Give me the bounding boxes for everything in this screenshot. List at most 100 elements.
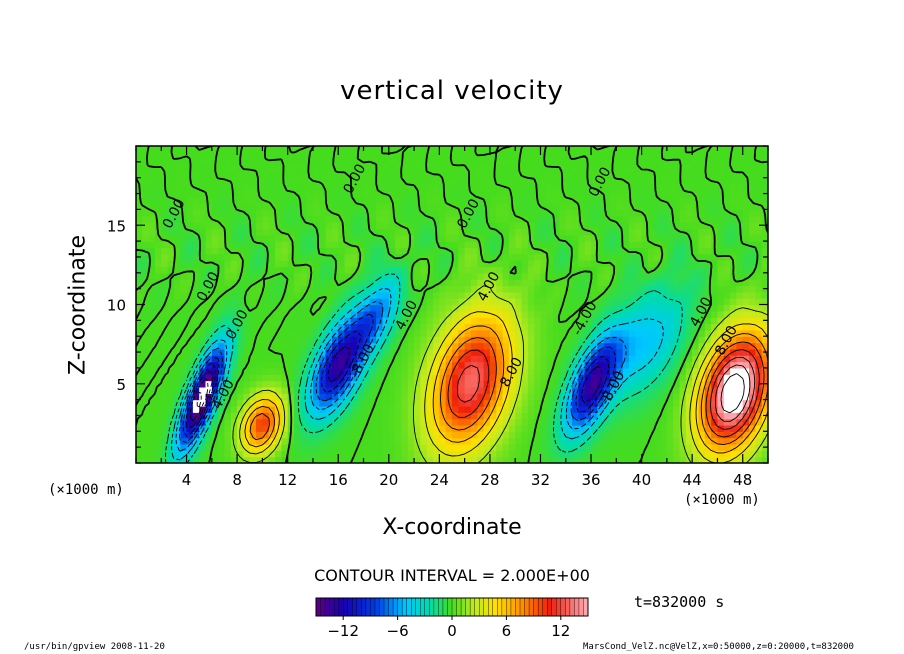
field-cell [470, 203, 478, 210]
field-cell [654, 310, 662, 318]
field-cell [294, 450, 301, 458]
field-cell [660, 234, 668, 242]
field-cell [591, 285, 598, 293]
field-cell [749, 310, 756, 318]
field-cell [148, 241, 156, 249]
field-cell [249, 393, 257, 401]
field-cell [407, 310, 415, 318]
field-cell [470, 310, 478, 318]
field-cell [742, 190, 750, 198]
field-cell [230, 323, 238, 331]
field-cell [325, 355, 333, 363]
field-cell [591, 443, 598, 451]
field-cell [205, 279, 213, 287]
field-cell [388, 386, 396, 394]
field-cell [376, 215, 384, 223]
field-cell [325, 228, 333, 236]
field-cell [597, 443, 605, 451]
field-cell [489, 285, 497, 293]
field-cell [534, 380, 542, 388]
field-cell [730, 171, 737, 179]
field-cell [521, 323, 529, 331]
field-cell [414, 450, 421, 458]
field-cell [433, 399, 440, 407]
field-cell [464, 165, 472, 172]
field-cell [445, 184, 453, 191]
field-cell [439, 298, 447, 306]
field-cell [167, 190, 175, 198]
field-cell [275, 209, 282, 217]
field-cell [262, 393, 270, 401]
field-cell [388, 203, 396, 210]
field-cell [331, 336, 339, 344]
field-cell [723, 336, 731, 344]
field-cell [275, 412, 282, 420]
field-cell [319, 317, 327, 325]
field-cell [761, 234, 768, 242]
field-cell [452, 285, 459, 293]
field-cell [281, 405, 289, 413]
field-cell [331, 298, 339, 306]
field-cell [717, 291, 725, 299]
field-cell [622, 241, 630, 249]
field-cell [527, 203, 535, 210]
field-cell [647, 361, 655, 369]
field-cell [344, 405, 352, 413]
field-cell [508, 222, 516, 230]
field-cell [628, 272, 636, 280]
field-cell [628, 222, 636, 230]
field-cell [622, 158, 630, 166]
field-cell [527, 418, 535, 426]
field-cell [749, 272, 756, 280]
field-cell [749, 266, 756, 274]
field-cell [281, 424, 289, 432]
field-cell [369, 152, 377, 160]
field-cell [761, 203, 768, 210]
field-cell [458, 279, 466, 287]
field-cell [249, 361, 257, 369]
field-cell [515, 247, 523, 255]
field-cell [376, 171, 384, 179]
field-cell [199, 241, 207, 249]
field-cell [692, 431, 700, 439]
field-cell [458, 348, 466, 356]
field-cell [515, 336, 523, 344]
field-cell [300, 279, 308, 287]
field-cell [142, 171, 150, 179]
field-cell [553, 323, 561, 331]
field-cell [496, 355, 504, 363]
field-cell [433, 367, 440, 375]
field-cell [483, 279, 491, 287]
field-cell [565, 228, 573, 236]
field-cell [433, 190, 440, 198]
field-cell [382, 177, 390, 185]
field-cell [154, 424, 162, 432]
field-cell [496, 266, 504, 274]
field-cell [641, 298, 649, 306]
field-cell [616, 443, 624, 451]
field-cell [173, 393, 181, 401]
field-cell [723, 386, 731, 394]
field-cell [603, 342, 611, 350]
field-cell [489, 209, 497, 217]
field-cell [407, 260, 415, 268]
field-cell [591, 310, 598, 318]
field-cell [749, 367, 756, 375]
field-cell [616, 158, 624, 166]
field-cell [692, 158, 700, 166]
field-cell [470, 215, 478, 223]
field-cell [489, 234, 497, 242]
field-cell [414, 361, 421, 369]
field-cell [603, 171, 611, 179]
field-cell [698, 298, 706, 306]
field-cell [407, 171, 415, 179]
field-cell [224, 329, 232, 337]
field-cell [635, 361, 643, 369]
field-cell [616, 209, 624, 217]
field-cell [357, 203, 365, 210]
field-cell [534, 374, 542, 382]
field-cell [458, 184, 466, 191]
field-cell [173, 317, 181, 325]
field-cell [711, 171, 719, 179]
field-cell [407, 386, 415, 394]
